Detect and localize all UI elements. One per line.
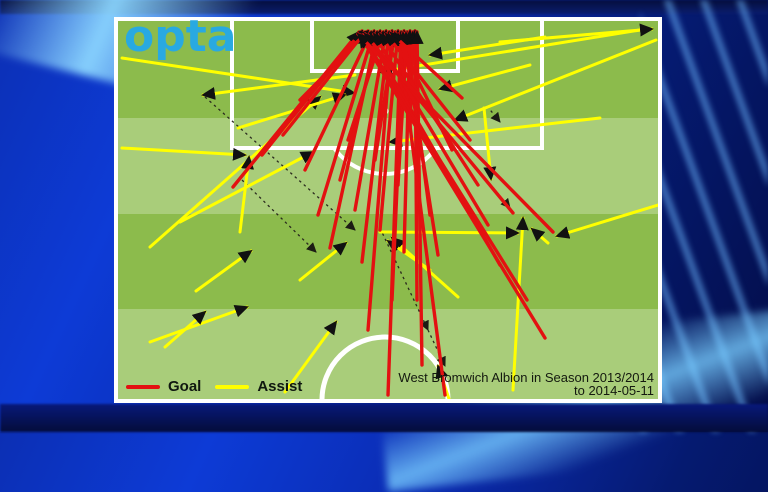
assist-line [378,28,642,77]
goal-line [389,31,464,100]
goal-line [353,29,391,212]
assist-lines-layer [120,23,658,399]
dotted-link-line [241,179,317,253]
assist-line [511,216,529,392]
goal-legend-swatch [126,384,160,389]
goal-line [393,32,447,397]
goal-line [398,31,440,257]
assist-line [453,38,658,122]
center-circle [319,334,451,399]
goal-line [356,32,555,234]
goal-line [231,30,361,189]
background-top-band [0,0,768,14]
background-bottom-band [0,404,768,432]
assist-line [236,92,347,130]
goal-lines-layer [231,29,555,397]
assist-legend-swatch [215,384,250,389]
assist-line [378,226,520,240]
assist-line [120,146,247,161]
opta-goal-assist-chart: opta Goal Assist West Bromwich Albion in… [114,11,662,403]
assist-line [555,203,658,239]
assist-line [163,310,207,349]
assist-line [194,249,253,293]
goal-line [360,33,529,302]
caption-line-1: West Bromwich Albion in Season 2013/2014 [398,370,654,385]
assist-line [298,241,348,282]
assist-line [283,320,338,394]
goal-line [358,33,547,340]
goal-legend-label: Goal [168,378,202,395]
legend: Goal Assist [126,378,308,395]
opta-logo: opta [124,11,237,62]
assist-line [498,23,654,44]
caption-line-2: to 2014-05-11 [574,383,654,398]
dotted-link-line [427,329,446,367]
pitch-svg [118,21,658,399]
assist-line [530,227,550,245]
assist-legend-label: Assist [257,378,303,395]
goal-line [378,29,404,232]
assist-line [438,63,532,93]
goal-line [316,29,377,217]
assist-line [178,150,315,224]
goal-line [384,32,472,142]
goal-line [303,30,373,172]
chart-caption: West Bromwich Albion in Season 2013/2014… [398,371,654,397]
